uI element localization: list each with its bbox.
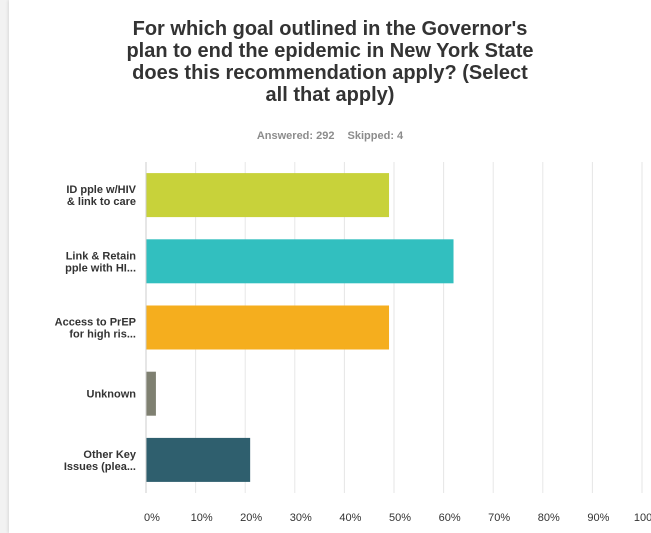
answered-count: Answered: 292: [256, 130, 335, 142]
title-line: For which goal outlined in the Governor'…: [132, 18, 528, 40]
x-tick-label: 70%: [488, 512, 510, 524]
x-tick-label: 10%: [191, 512, 213, 524]
category-label: Other Key: [83, 449, 136, 461]
response-stats: Answered: 292 Skipped: 4: [9, 130, 651, 142]
skipped-count: Skipped: 4: [347, 130, 404, 142]
x-tick-label: 90%: [587, 512, 609, 524]
category-label: Link & Retain: [66, 250, 137, 262]
bar: [146, 173, 390, 218]
x-tick-label: 40%: [339, 512, 361, 524]
bar: [146, 371, 156, 416]
chart-title: For which goal outlined in the Governor'…: [9, 18, 651, 106]
x-tick-label: 60%: [439, 512, 461, 524]
x-tick-label: 100%: [634, 512, 651, 524]
category-label: ID pple w/HIV: [66, 184, 136, 196]
x-tick-label: 80%: [538, 512, 560, 524]
bar: [146, 437, 251, 482]
x-tick-label: 20%: [240, 512, 262, 524]
category-label: Access to PrEP: [55, 317, 136, 329]
bar: [146, 239, 454, 284]
category-label: for high ris...: [69, 329, 136, 341]
x-tick-label: 0%: [144, 512, 160, 524]
title-line: does this recommendation apply? (Select: [132, 62, 528, 84]
category-label: Issues (plea...: [64, 461, 136, 473]
category-label: & link to care: [67, 196, 136, 208]
category-label: Unknown: [87, 389, 137, 401]
title-line: all that apply): [265, 84, 395, 106]
category-label: pple with HI...: [65, 262, 136, 274]
x-tick-label: 50%: [389, 512, 411, 524]
bar: [146, 305, 390, 350]
x-tick-label: 30%: [290, 512, 312, 524]
title-line: plan to end the epidemic in New York Sta…: [126, 40, 534, 62]
